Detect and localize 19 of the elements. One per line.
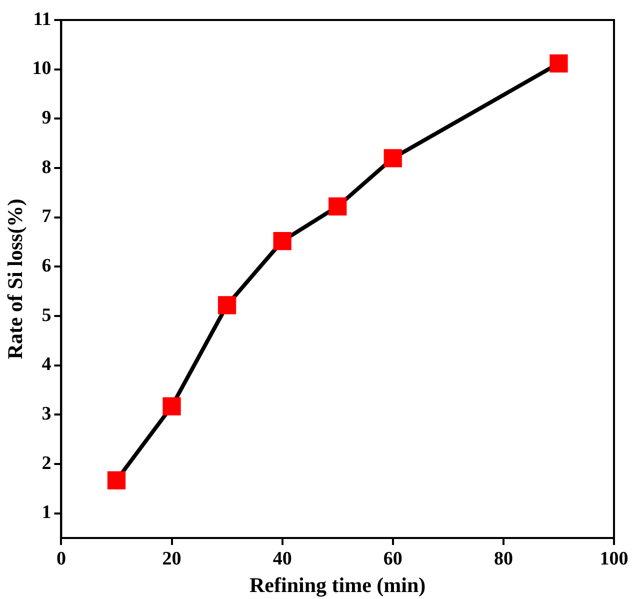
y-axis-title: Rate of Si loss(%) (3, 198, 28, 360)
y-tick-label: 2 (42, 452, 52, 474)
x-tick-label: 40 (272, 548, 292, 570)
x-tick-label: 60 (383, 548, 402, 570)
y-tick-label: 7 (42, 206, 52, 228)
y-tick-label: 3 (42, 404, 52, 425)
x-tick-label: 80 (494, 548, 513, 570)
x-tick-label: 100 (600, 548, 628, 570)
x-tick-label: 20 (162, 548, 182, 570)
y-tick-label: 8 (42, 156, 52, 178)
y-tick-label: 11 (33, 8, 52, 30)
x-axis-title: Refining time (min) (250, 572, 426, 597)
y-tick-label: 4 (42, 354, 52, 376)
y-tick-label: 5 (42, 304, 52, 326)
y-tick-label: 10 (32, 58, 52, 80)
x-tick-label: 0 (56, 548, 66, 570)
y-tick-label: 1 (42, 502, 52, 524)
y-tick-label: 6 (42, 256, 52, 277)
y-tick-label: 9 (42, 108, 52, 129)
